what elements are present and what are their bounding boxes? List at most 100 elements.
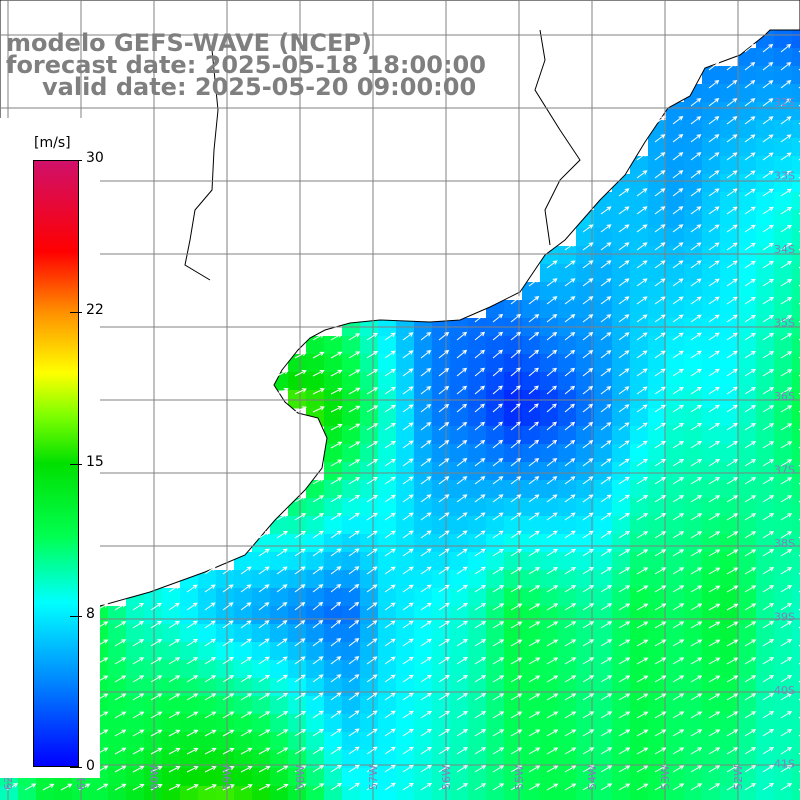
wind-arrow <box>294 530 306 539</box>
wind-cell <box>720 66 739 85</box>
wind-arrow <box>564 657 577 665</box>
wind-arrow <box>420 548 432 557</box>
wind-arrow <box>564 421 576 431</box>
wind-arrow <box>582 693 595 701</box>
wind-arrow <box>456 512 468 521</box>
wind-arrow <box>762 423 775 431</box>
wind-cell <box>450 354 469 373</box>
wind-cell <box>720 570 739 589</box>
wind-arrow <box>384 422 396 431</box>
wind-cell <box>540 750 559 769</box>
wind-arrow <box>654 675 667 683</box>
wind-cell <box>702 372 721 391</box>
wind-cell <box>792 264 800 283</box>
wind-cell <box>90 786 109 800</box>
wind-cell <box>774 444 793 463</box>
wind-cell <box>522 444 541 463</box>
wind-arrow <box>690 188 702 197</box>
wind-arrow <box>582 566 594 575</box>
wind-cell <box>720 696 739 715</box>
wind-cell <box>450 660 469 679</box>
wind-cell <box>702 498 721 517</box>
wind-arrow <box>510 295 522 305</box>
wind-arrow <box>492 639 505 647</box>
wind-arrow <box>402 548 414 557</box>
wind-cell <box>198 642 217 661</box>
wind-arrow <box>312 477 325 485</box>
wind-arrow <box>294 406 307 413</box>
wind-cell <box>342 732 361 751</box>
wind-cell <box>648 642 667 661</box>
wind-arrow <box>510 693 523 701</box>
wind-arrow <box>240 693 253 701</box>
wind-cell <box>540 444 559 463</box>
wind-cell <box>738 120 757 139</box>
wind-cell <box>324 624 343 643</box>
wind-cell <box>486 534 505 553</box>
wind-arrow <box>618 278 630 287</box>
wind-arrow <box>546 421 558 431</box>
wind-cell <box>738 516 757 535</box>
wind-arrow <box>726 368 738 377</box>
wind-arrow <box>744 134 756 143</box>
wind-arrow <box>618 494 630 503</box>
wind-cell <box>468 588 487 607</box>
wind-arrow <box>708 440 720 449</box>
wind-arrow <box>312 728 324 737</box>
wind-cell <box>774 264 793 283</box>
wind-cell <box>648 174 667 193</box>
wind-arrow <box>780 531 793 539</box>
wind-arrow <box>204 729 217 737</box>
wind-arrow <box>564 367 576 377</box>
wind-cell <box>756 570 775 589</box>
wind-arrow <box>582 783 595 791</box>
wind-cell <box>396 732 415 751</box>
wind-cell <box>702 606 721 625</box>
wind-arrow <box>600 729 613 737</box>
wind-cell <box>522 426 541 445</box>
wind-cell <box>720 444 739 463</box>
wind-arrow <box>276 711 289 719</box>
wind-arrow <box>690 657 703 665</box>
wind-cell <box>486 642 505 661</box>
wind-cell <box>540 534 559 553</box>
wind-arrow <box>708 170 720 179</box>
wind-arrow <box>348 387 361 395</box>
wind-cell <box>450 714 469 733</box>
wind-cell <box>504 786 523 800</box>
wind-arrow <box>438 367 450 377</box>
wind-cell <box>756 390 775 409</box>
wind-arrow <box>258 548 270 557</box>
wind-arrow <box>474 530 486 539</box>
wind-cell <box>594 516 613 535</box>
wind-cell <box>558 696 577 715</box>
wind-arrow <box>762 98 774 107</box>
wind-arrow <box>600 675 613 683</box>
wind-arrow <box>780 369 793 377</box>
wind-arrow <box>672 296 684 305</box>
wind-cell <box>612 282 631 301</box>
wind-arrow <box>168 639 181 647</box>
wind-cell <box>738 300 757 319</box>
wind-arrow <box>330 351 343 359</box>
wind-arrow <box>420 782 432 791</box>
wind-cell <box>792 552 800 571</box>
wind-arrow <box>438 692 450 701</box>
wind-arrow <box>384 548 396 557</box>
wind-cell <box>342 444 361 463</box>
wind-cell <box>234 696 253 715</box>
wind-cell <box>540 624 559 643</box>
wind-arrow <box>222 693 235 701</box>
wind-cell <box>378 516 397 535</box>
wind-arrow <box>618 368 630 377</box>
wind-arrow <box>690 621 703 629</box>
wind-cell <box>450 390 469 409</box>
wind-cell <box>630 534 649 553</box>
wind-cell <box>576 372 595 391</box>
wind-arrow <box>780 405 793 413</box>
wind-arrow <box>186 657 199 665</box>
wind-cell <box>342 606 361 625</box>
wind-cell <box>468 462 487 481</box>
wind-cell <box>720 246 739 265</box>
wind-cell <box>702 534 721 553</box>
